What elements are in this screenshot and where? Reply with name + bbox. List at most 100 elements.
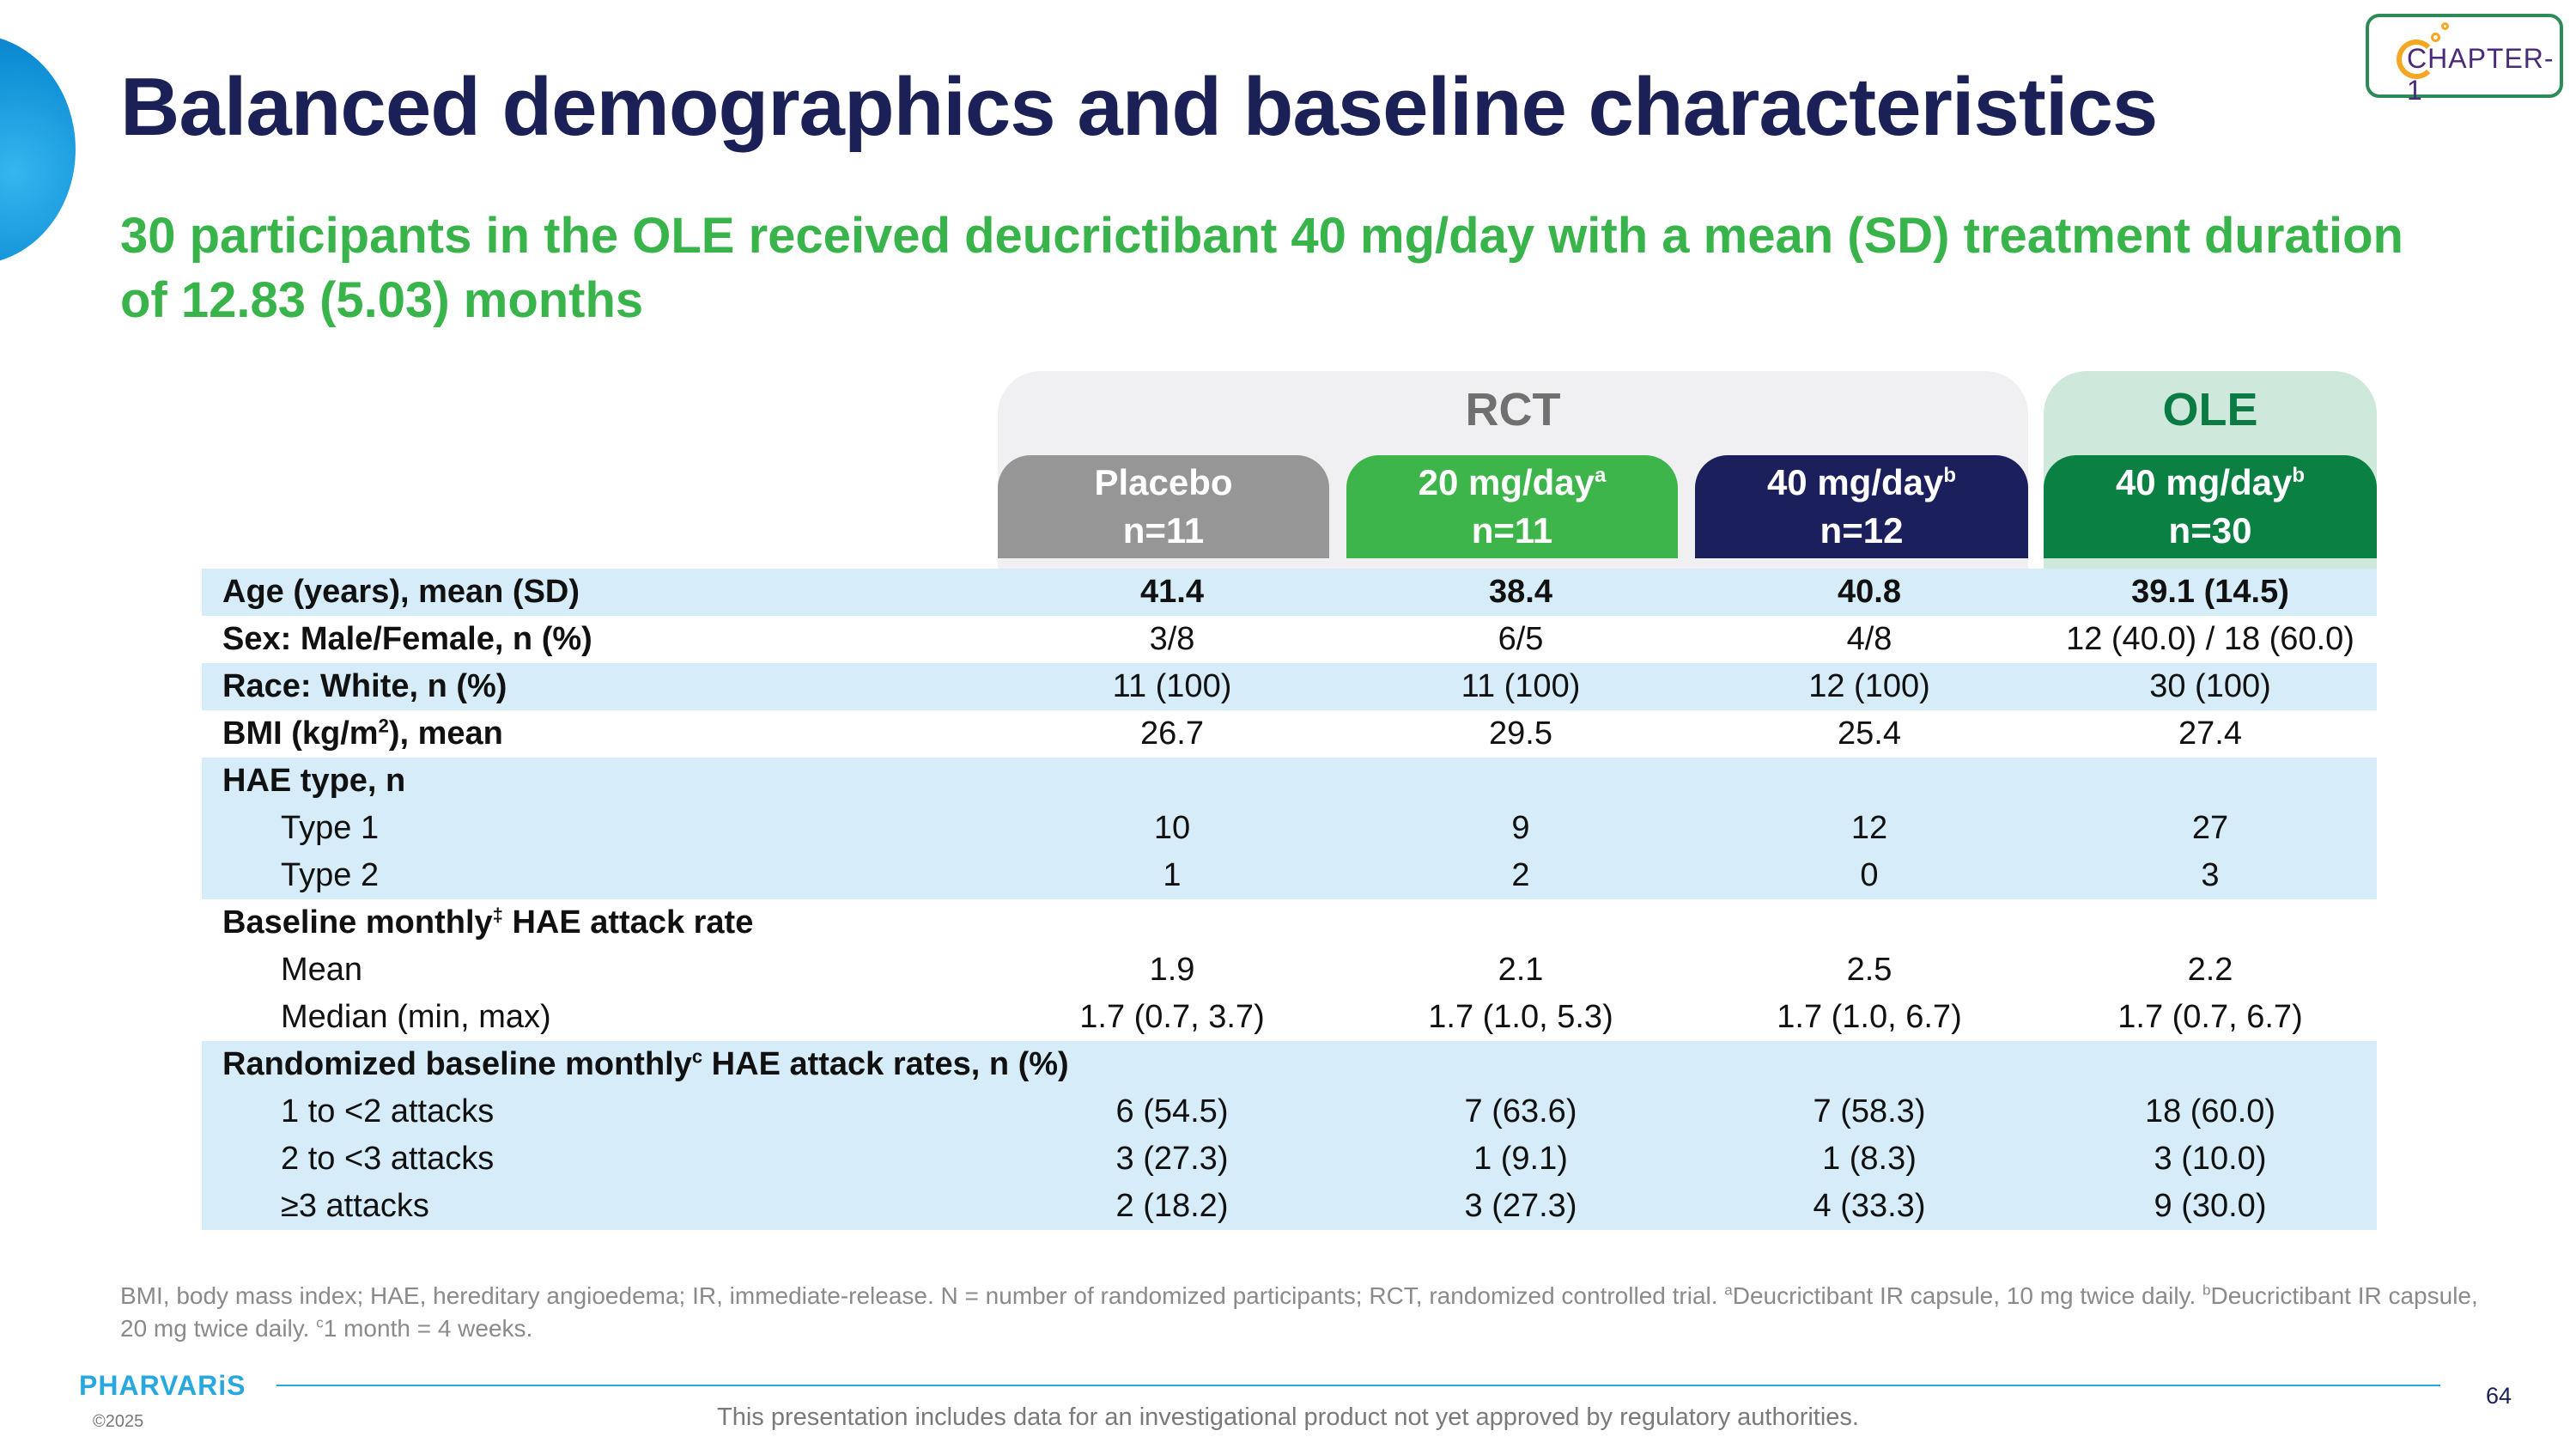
column-n: n=12 [1820, 510, 1904, 551]
superscript: c [691, 1045, 703, 1068]
footnote-marker: c [316, 1314, 324, 1331]
decorative-corner-arc [0, 34, 76, 265]
row-label-text: HAE attack rates, n (%) [702, 1046, 1069, 1082]
row-label-text: ), mean [388, 715, 503, 752]
row-label: Race: White, n (%) [222, 668, 507, 704]
table-cell: 6 (54.5) [1115, 1093, 1229, 1129]
page-title: Balanced demographics and baseline chara… [120, 61, 2158, 153]
table-cell: 12 (40.0) / 18 (60.0) [2066, 621, 2354, 657]
table-cell: 9 (30.0) [2154, 1188, 2267, 1224]
table-row: Randomized baseline monthlyc HAE attack … [202, 1041, 2377, 1088]
table-cell: 2 (18.2) [1115, 1188, 1229, 1224]
table-row: BMI (kg/m2), mean 26.7 29.5 25.4 27.4 [202, 710, 2377, 758]
chapter-1-logo: CHAPTER-1 [2366, 14, 2563, 106]
row-label: HAE type, n [222, 763, 406, 799]
row-label: Mean [281, 952, 363, 988]
table-row: Baseline monthly‡ HAE attack rate [202, 899, 2377, 947]
table-cell: 3 (10.0) [2154, 1141, 2267, 1177]
table-cell: 29.5 [1489, 715, 1552, 752]
table-cell: 18 (60.0) [2144, 1093, 2276, 1129]
column-header-placebo: Placebo n=11 [998, 455, 1329, 558]
table-cell: 3 (27.3) [1464, 1188, 1577, 1224]
table-cell: 7 (58.3) [1813, 1093, 1926, 1129]
table-cell: 1.7 (1.0, 6.7) [1777, 999, 1962, 1035]
copyright: ©2025 [93, 1412, 144, 1431]
table-cell: 12 (100) [1808, 668, 1930, 704]
footer-divider [276, 1385, 2440, 1386]
table-cell: 6/5 [1498, 621, 1544, 657]
table-row: Type 1 10 9 12 27 [202, 805, 2377, 852]
table-cell: 4/8 [1846, 621, 1893, 657]
table-row: 1 to <2 attacks 6 (54.5) 7 (63.6) 7 (58.… [202, 1088, 2377, 1135]
footnote-marker: a [1595, 464, 1607, 487]
table-cell: 1.9 [1149, 952, 1195, 988]
column-header-20mg: 20 mg/daya n=11 [1346, 455, 1678, 558]
column-n: n=30 [2168, 510, 2252, 551]
table-cell: 2.5 [1846, 952, 1893, 988]
table-cell: 26.7 [1140, 715, 1204, 752]
table-cell: 3/8 [1149, 621, 1195, 657]
table-cell: 27 [2191, 810, 2229, 846]
table-cell: 2.1 [1498, 952, 1544, 988]
table-cell: 1.7 (0.7, 6.7) [2117, 999, 2303, 1035]
table-cell: 39.1 (14.5) [2131, 574, 2289, 610]
brand-logo: PHARVARiS [79, 1370, 246, 1401]
superscript: ‡ [492, 904, 503, 926]
row-label-text: Baseline monthly [222, 904, 493, 941]
page-number: 64 [2486, 1383, 2512, 1409]
row-label-text: HAE attack rate [502, 904, 754, 941]
table-cell: 41.4 [1140, 574, 1204, 610]
logo-bubble-icon [2441, 22, 2449, 30]
demographics-table: Age (years), mean (SD) 41.4 38.4 40.8 39… [202, 569, 2377, 1230]
table-cell: 25.4 [1838, 715, 1901, 752]
row-label: 1 to <2 attacks [281, 1093, 495, 1129]
table-cell: 38.4 [1489, 574, 1552, 610]
logo-c-mark-icon [2397, 40, 2436, 79]
row-label: Age (years), mean (SD) [222, 574, 580, 610]
table-cell: 27.4 [2178, 715, 2242, 752]
table-cell: 0 [1860, 857, 1879, 893]
table-cell: 9 [1511, 810, 1530, 846]
table-cell: 1 (8.3) [1822, 1141, 1917, 1177]
footnote-marker: a [1724, 1282, 1733, 1299]
table-cell: 11 (100) [1112, 668, 1232, 704]
table-cell: 30 (100) [2149, 668, 2271, 704]
row-label: BMI (kg/m2), mean [202, 715, 998, 752]
column-dose: Placebo [1094, 462, 1233, 502]
column-header-40mg-rct: 40 mg/dayb n=12 [1695, 455, 2028, 558]
logo-text: CHAPTER-1 [2407, 43, 2555, 106]
column-n: n=11 [1471, 510, 1553, 551]
footnote-marker: b [1943, 464, 1957, 487]
table-cell: 3 [2201, 857, 2220, 893]
table-cell: 7 (63.6) [1464, 1093, 1577, 1129]
column-n: n=11 [1122, 510, 1205, 551]
table-cell: 2 [1511, 857, 1530, 893]
table-row: Age (years), mean (SD) 41.4 38.4 40.8 39… [202, 569, 2377, 616]
row-label: ≥3 attacks [281, 1188, 429, 1224]
row-label: Baseline monthly‡ HAE attack rate [202, 904, 998, 941]
table-cell: 1.7 (0.7, 3.7) [1079, 999, 1265, 1035]
footnote: BMI, body mass index; HAE, hereditary an… [120, 1280, 2507, 1345]
table-cell: 12 [1850, 810, 1888, 846]
footnote-text: 1 month = 4 weeks. [323, 1315, 533, 1342]
footnote-marker: b [2202, 1282, 2211, 1299]
table-row: HAE type, n [202, 758, 2377, 805]
footnote-marker: b [2292, 464, 2306, 487]
column-dose: 20 mg/day [1418, 462, 1595, 502]
footnote-text: Deucrictibant IR capsule, 10 mg twice da… [1732, 1282, 2203, 1309]
table-row: ≥3 attacks 2 (18.2) 3 (27.3) 4 (33.3) 9 … [202, 1183, 2377, 1230]
table-cell: 2.2 [2187, 952, 2233, 988]
column-dose: 40 mg/day [1766, 462, 1944, 502]
column-dose: 40 mg/day [2115, 462, 2293, 502]
row-label: Sex: Male/Female, n (%) [222, 621, 592, 657]
row-label: 2 to <3 attacks [281, 1141, 495, 1177]
row-label-text: BMI (kg/m [222, 715, 379, 752]
table-cell: 1 (9.1) [1473, 1141, 1568, 1177]
table-row: Type 2 1 2 0 3 [202, 852, 2377, 899]
table-cell: 40.8 [1838, 574, 1901, 610]
row-label: Type 1 [281, 810, 380, 846]
superscript: 2 [378, 715, 389, 737]
footnote-text: Deucrictibant IR capsule, 20 mg twice da… [120, 1282, 2478, 1342]
column-header-40mg-ole: 40 mg/dayb n=30 [2044, 455, 2377, 558]
table-cell: 10 [1153, 810, 1191, 846]
